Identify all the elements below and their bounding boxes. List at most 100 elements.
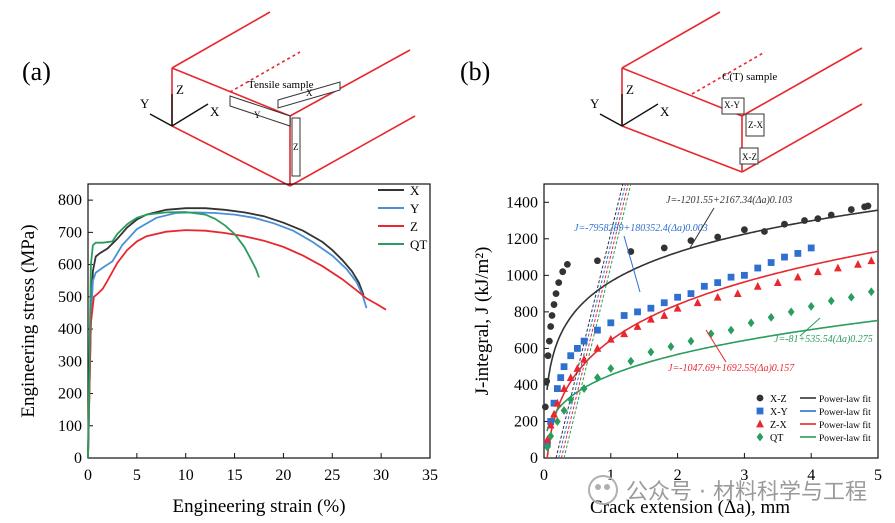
chart-b-point-qt <box>560 406 568 415</box>
chart-b-point-x-y <box>794 250 802 257</box>
chart-b-point-z-x <box>560 384 568 392</box>
chart-a-ytick-label: 600 <box>58 257 82 274</box>
chart-b-annotation: J=-1201.55+2167.34(Δa)0.103 <box>666 195 792 206</box>
schematic-a-dir-x: X <box>306 88 313 98</box>
chart-b-point-x-z <box>814 215 822 223</box>
chart-a-ytick-label: 700 <box>58 224 82 241</box>
chart-a-ytick-label: 300 <box>58 353 82 370</box>
chart-b: 0 1 2 3 4 5 0 200 400 600 800 1000 1200 1400 X-Z Power… <box>472 183 882 518</box>
chart-b-legend-label: Z-X <box>770 420 787 431</box>
schematic-a-dir-z: Z <box>293 142 299 152</box>
chart-b-point-x-y <box>567 352 575 360</box>
chart-b-point-x-y <box>594 326 601 334</box>
chart-b-ytick-label: 600 <box>514 340 538 357</box>
chart-b-point-qt <box>594 373 601 383</box>
chart-a-xtick-label: 35 <box>422 467 438 484</box>
chart-b-point-z-x <box>580 354 588 363</box>
chart-b-point-qt <box>727 325 735 335</box>
chart-b-point-qt <box>553 417 561 426</box>
chart-b-point-z-x <box>713 292 722 301</box>
chart-a-xlabel: Engineering strain (%) <box>172 496 345 517</box>
chart-b-xtick-label: 3 <box>740 467 748 484</box>
chart-b-point-x-y <box>647 304 655 312</box>
chart-b-annotation-arrow <box>705 329 727 363</box>
chart-b-point-x-y <box>674 293 681 301</box>
chart-a-series-qt <box>87 211 260 459</box>
chart-b-point-x-y <box>620 312 628 319</box>
chart-b-point-x-z <box>781 220 788 228</box>
chart-a-ytick-label: 0 <box>74 450 82 467</box>
chart-b-point-z-x <box>553 398 562 407</box>
chart-a-legend-label: Y <box>410 201 420 216</box>
chart-b-point-x-z <box>847 206 855 213</box>
chart-b-legend-label: X-Y <box>770 407 788 418</box>
chart-b-legend-marker <box>756 419 764 428</box>
chart-b-fit-curve <box>546 319 878 432</box>
chart-b-point-qt <box>567 395 575 404</box>
chart-b-point-z-x <box>646 314 655 323</box>
chart-a-legend-label: X <box>410 183 420 198</box>
chart-b-point-x-z <box>552 290 560 297</box>
chart-b-point-x-z <box>547 323 555 330</box>
chart-b-legend-label: X-Z <box>770 394 787 405</box>
chart-a-xtick-label: 15 <box>227 467 243 484</box>
chart-b-point-z-x <box>793 272 802 281</box>
schematic-a-axis-z: Z <box>176 82 184 97</box>
chart-a-frame <box>87 183 431 459</box>
chart-b-point-x-z <box>541 403 549 411</box>
chart-b-point-qt <box>767 312 775 322</box>
chart-b-point-x-z <box>555 279 563 287</box>
chart-b-point-x-z <box>864 202 872 210</box>
chart-b-point-x-z <box>548 312 556 319</box>
chart-b-annotation: J=-81+535.54(Δa)0.275 <box>774 334 873 345</box>
chart-b-point-x-z <box>559 268 567 276</box>
chart-b-point-z-x <box>773 278 782 287</box>
chart-b-xlabel: Crack extension (Δa), mm <box>590 497 790 518</box>
chart-b-point-z-x <box>813 267 822 276</box>
chart-b-point-x-z <box>544 352 552 360</box>
chart-b-point-qt <box>647 347 655 357</box>
schematic-a-axes <box>149 94 209 127</box>
schematic-a-samples <box>229 81 341 177</box>
chart-b-point-z-x <box>633 322 642 330</box>
chart-b-point-qt <box>807 301 815 311</box>
chart-b-xtick-label: 5 <box>874 467 882 484</box>
chart-b-point-x-y <box>634 308 641 316</box>
chart-b-blunting-line <box>563 183 632 459</box>
chart-b-point-qt <box>847 292 855 302</box>
chart-b-point-x-z <box>714 233 722 241</box>
schematic-b-axis-y: Y <box>590 96 600 111</box>
chart-a-series-z <box>87 229 387 459</box>
chart-b-point-z-x <box>593 344 602 352</box>
schematic-b-orient-xz: X-Z <box>742 152 757 162</box>
chart-a-series-x <box>87 207 365 459</box>
schematic-a-sample-label: Tensile sample <box>248 79 314 91</box>
chart-b-point-x-y <box>767 259 775 266</box>
chart-b-point-x-z <box>660 244 668 252</box>
chart-b-ytick-label: 1000 <box>506 267 538 284</box>
chart-a-xtick-label: 0 <box>84 467 92 484</box>
chart-a: 0 5 10 15 20 25 30 350100200300400500600700800 … <box>18 183 438 517</box>
chart-b-point-z-x <box>660 311 669 319</box>
chart-b-point-qt <box>747 318 755 328</box>
chart-b-legend-fit-label: Power-law fit <box>819 433 871 444</box>
chart-b-xtick-label: 1 <box>607 467 615 484</box>
chart-a-ytick-label: 800 <box>58 192 82 209</box>
chart-b-legend-marker <box>756 432 764 442</box>
chart-b-point-qt <box>867 287 875 297</box>
schematic-b-orient-xy: X-Y <box>724 100 740 110</box>
panel-a-label: (a) <box>22 57 51 86</box>
chart-b-point-x-z <box>594 257 601 265</box>
chart-b-point-z-x <box>834 263 842 272</box>
schematic-b-sample-label: C(T) sample <box>722 71 777 83</box>
chart-b-point-x-y <box>781 253 788 261</box>
chart-b-point-z-x <box>550 409 558 418</box>
chart-b-ytick-label: 400 <box>514 377 538 394</box>
chart-b-point-x-y <box>687 290 695 297</box>
schematic-b-axes <box>599 94 659 127</box>
chart-a-ylabel: Engineering stress (MPa) <box>18 224 39 417</box>
chart-b-point-x-z <box>687 237 695 245</box>
chart-b-point-x-y <box>700 282 708 290</box>
chart-b-point-x-z <box>801 217 808 224</box>
